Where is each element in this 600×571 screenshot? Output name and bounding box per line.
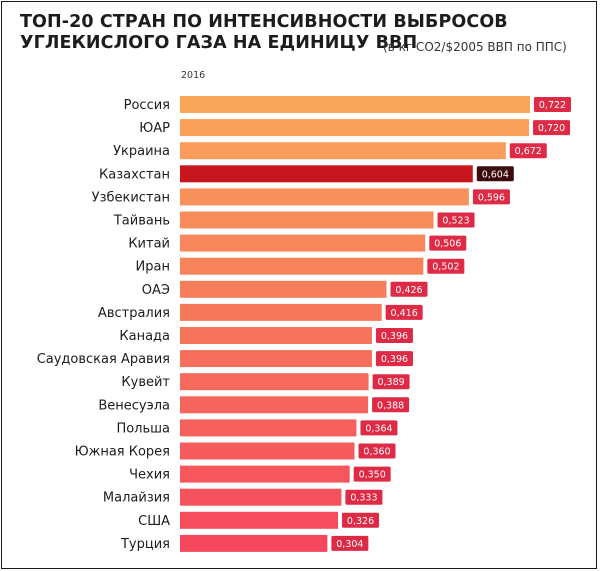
value-label: 0,304 <box>336 539 363 550</box>
category-label: Китай <box>128 237 170 252</box>
category-label: ОАЭ <box>142 283 170 298</box>
value-label: 0,389 <box>377 377 404 388</box>
bar <box>180 350 372 368</box>
series-label: 2016 <box>181 70 206 81</box>
value-label: 0,722 <box>539 100 566 111</box>
value-label-box <box>509 143 547 159</box>
value-label-box <box>437 212 475 228</box>
bar <box>180 257 424 275</box>
category-label: Узбекистан <box>92 190 170 205</box>
value-label: 0,720 <box>538 123 565 134</box>
chart-title-line-2: УГЛЕКИСЛОГО ГАЗА НА ЕДИНИЦУ ВВП <box>20 33 418 53</box>
value-label-box <box>534 97 571 112</box>
bar <box>180 419 357 437</box>
category-label: Россия <box>124 98 170 113</box>
bar <box>180 534 328 552</box>
category-label: Кувейт <box>121 375 170 390</box>
value-label-box <box>372 397 410 413</box>
value-label-box <box>342 512 380 528</box>
category-label: Тайвань <box>113 214 170 229</box>
category-label: Казахстан <box>99 167 170 182</box>
bar <box>180 96 530 113</box>
category-label: США <box>138 514 170 529</box>
chart-subtitle: (в кг CO2/$2005 ВВП по ППС) <box>383 40 567 54</box>
value-label: 0,364 <box>365 423 392 434</box>
bar <box>180 465 350 483</box>
value-label-box <box>345 489 383 505</box>
value-label-box <box>372 374 410 390</box>
bar <box>180 373 369 391</box>
value-label-box <box>533 120 571 136</box>
value-label-box <box>358 443 396 459</box>
value-label-box <box>331 535 369 551</box>
value-label-box <box>390 281 428 297</box>
bar <box>180 327 372 344</box>
bar <box>180 396 369 414</box>
bar <box>180 280 387 298</box>
value-label: 0,604 <box>482 169 509 180</box>
bar <box>180 511 339 529</box>
value-label-box <box>427 258 465 274</box>
category-label: Иран <box>136 260 170 275</box>
value-label-box <box>476 166 514 182</box>
bar <box>180 442 355 460</box>
bar <box>180 234 426 252</box>
bar <box>180 303 382 321</box>
value-label-box <box>375 328 413 343</box>
value-label: 0,502 <box>432 262 459 273</box>
value-label: 0,426 <box>395 285 422 296</box>
value-label-box <box>385 304 423 320</box>
value-label: 0,360 <box>363 447 390 458</box>
category-label: Польша <box>116 421 170 436</box>
category-label: Канада <box>119 329 170 344</box>
value-label-box <box>353 466 391 482</box>
value-label: 0,350 <box>359 470 386 481</box>
category-label: Малайзия <box>103 491 170 506</box>
value-label: 0,523 <box>442 216 469 227</box>
chart-title-line-1: ТОП-20 СТРАН ПО ИНТЕНСИВНОСТИ ВЫБРОСОВ <box>20 12 508 32</box>
bar <box>180 119 530 137</box>
category-label: Украина <box>113 144 170 159</box>
value-label: 0,596 <box>478 192 505 203</box>
category-label: Турция <box>120 537 170 552</box>
value-label: 0,672 <box>515 146 542 157</box>
value-label: 0,396 <box>381 354 408 365</box>
value-label: 0,416 <box>391 308 418 319</box>
value-label-box <box>360 420 398 436</box>
value-label: 0,333 <box>350 493 377 504</box>
value-label: 0,506 <box>434 239 461 250</box>
value-label: 0,396 <box>381 331 408 342</box>
category-label: Чехия <box>129 468 170 483</box>
category-label: ЮАР <box>139 121 170 136</box>
value-label: 0,326 <box>347 516 374 527</box>
category-label: Южная Корея <box>75 445 170 460</box>
bar <box>180 165 473 183</box>
value-label-box <box>472 189 510 205</box>
category-label: Австралия <box>98 306 170 321</box>
bar <box>180 188 469 206</box>
category-label: Саудовская Аравия <box>37 352 170 367</box>
value-label: 0,388 <box>377 400 404 411</box>
value-label-box <box>375 351 413 367</box>
category-label: Венесуэла <box>98 398 170 413</box>
value-label-box <box>429 235 467 251</box>
bar <box>180 211 434 229</box>
bar <box>180 142 506 160</box>
bar <box>180 488 342 506</box>
